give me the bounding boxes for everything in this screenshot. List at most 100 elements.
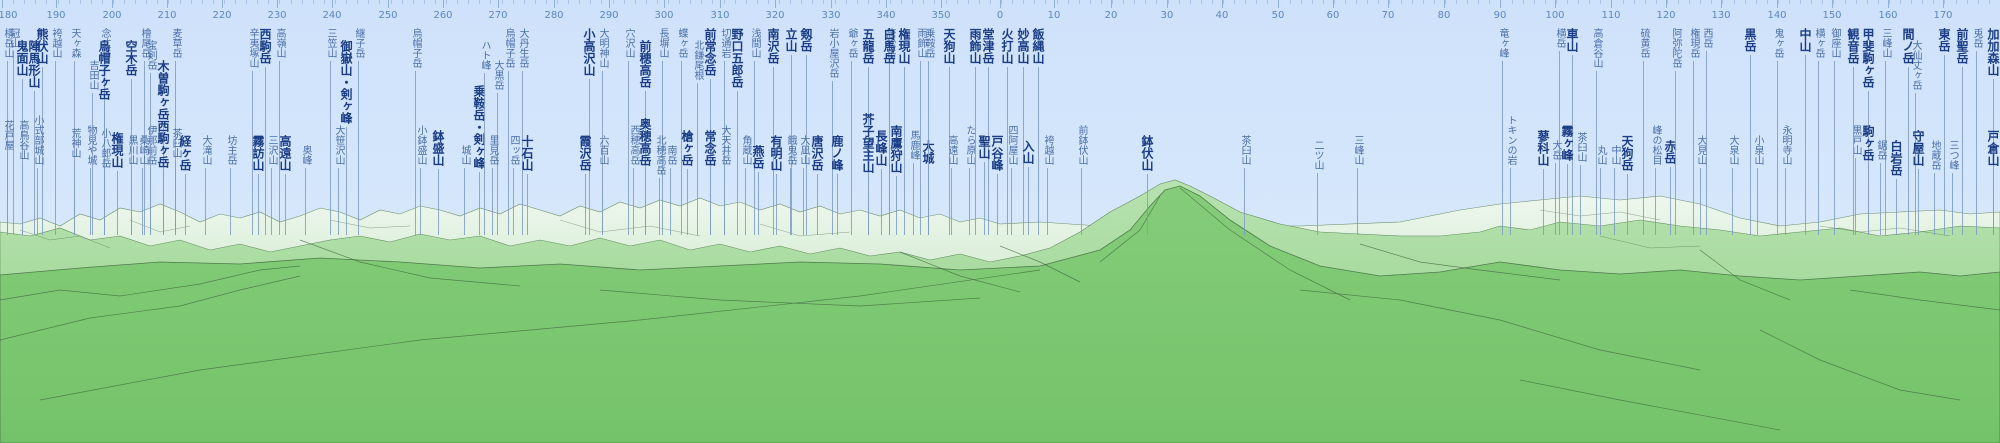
peak-name[interactable]: 辛夷塚山 (247, 28, 258, 68)
peak-label[interactable]: ハト峰 (479, 40, 490, 235)
peak-label[interactable]: 経ヶ岳 (178, 135, 192, 235)
peak-name[interactable]: 蝶ヶ岳 (676, 28, 687, 58)
peak-name[interactable]: 大仙丈ヶ岳 (1910, 40, 1921, 90)
peak-name[interactable]: 二ツ山 (1312, 140, 1323, 170)
peak-name[interactable]: 五龍岳 (861, 28, 875, 64)
peak-name[interactable]: 切通岩 (719, 28, 730, 58)
peak-name[interactable]: 大黒岳 (492, 60, 503, 90)
peak-name[interactable]: トキンの岩 (1505, 115, 1516, 165)
peak-name[interactable]: 高遠山 (278, 135, 292, 171)
peak-name[interactable]: 鬼面山 (15, 40, 29, 76)
peak-name[interactable]: 峰の松目 (1650, 125, 1661, 165)
peak-name[interactable]: 東岳 (1937, 28, 1951, 52)
peak-label[interactable]: 茶臼山 (170, 128, 181, 235)
peak-label[interactable]: 妙高山 (1016, 28, 1030, 235)
peak-name[interactable]: 高倉谷山 (1591, 28, 1602, 68)
peak-label[interactable]: 穴沢山 (623, 28, 634, 235)
peak-name[interactable]: 戸谷峰 (990, 135, 1004, 171)
peak-name[interactable]: 麦草岳 (170, 28, 181, 58)
peak-label[interactable]: 間ノ岳 (1901, 28, 1915, 235)
peak-name[interactable]: 横ヶ岳 (1813, 28, 1824, 58)
peak-label[interactable]: 横岳 (1554, 28, 1565, 235)
peak-label[interactable]: 鉢盛山 (431, 130, 445, 235)
peak-label[interactable]: 丸山 (1595, 145, 1606, 235)
peak-label[interactable]: 白岩岳 (1889, 140, 1903, 235)
peak-name[interactable]: 檜尾岳 (139, 28, 150, 58)
peak-label[interactable]: 黒戸山 (1850, 125, 1861, 235)
peak-label[interactable]: 高遠山 (278, 135, 292, 235)
peak-name[interactable]: 中山 (1798, 28, 1812, 52)
peak-name[interactable]: 霧ヶ峰 (1560, 125, 1574, 161)
peak-name[interactable]: 爺ヶ岳 (846, 28, 857, 58)
peak-label[interactable]: 鬼面山 (15, 40, 29, 235)
peak-label[interactable]: 雨飾山 (915, 28, 926, 235)
peak-name[interactable]: 三笠山 (325, 28, 336, 58)
peak-name[interactable]: ハト峰 (479, 40, 490, 70)
peak-name[interactable]: 入山 (1021, 140, 1035, 164)
peak-label[interactable]: 大笹沢山 (333, 125, 344, 235)
peak-label[interactable]: 奥穂高岳 (638, 118, 652, 235)
peak-name[interactable]: 大見山 (1695, 135, 1706, 165)
peak-name[interactable]: 火打山 (1000, 28, 1014, 64)
peak-name[interactable]: 継子岳 (353, 28, 364, 58)
peak-name[interactable]: 天ヶ森 (69, 28, 80, 58)
peak-label[interactable]: 唐沢岳 (810, 135, 824, 235)
peak-name[interactable]: 権現岳 (1688, 28, 1699, 58)
peak-name[interactable]: 丸山 (1595, 145, 1606, 165)
peak-label[interactable]: 里見岳 (487, 135, 498, 235)
peak-label[interactable]: 横岳山 (2, 28, 13, 235)
peak-label[interactable]: 小高沢山 (582, 28, 596, 235)
peak-name[interactable]: 妙高山 (1016, 28, 1030, 64)
peak-name[interactable]: 赤岳 (1663, 140, 1677, 164)
peak-label[interactable]: 常念岳 (703, 130, 717, 235)
peak-label[interactable]: 四ッ岳 (508, 135, 519, 235)
peak-name[interactable]: 天狗岳 (1620, 135, 1634, 171)
peak-label[interactable]: 兎岳 (1971, 28, 1982, 235)
peak-name[interactable]: 霧訪山 (251, 135, 265, 171)
peak-name[interactable]: 大明神山 (597, 28, 608, 68)
peak-name[interactable]: 霞沢岳 (578, 135, 592, 171)
peak-label[interactable]: 宝剣岳 (145, 40, 156, 235)
peak-name[interactable]: 伊那前岳 (145, 125, 156, 165)
peak-label[interactable]: 西駒ヶ岳 (156, 120, 170, 235)
peak-label[interactable]: 前鉢伏山 (1076, 125, 1087, 235)
peak-name[interactable]: 唐松岳 (884, 28, 895, 58)
peak-label[interactable]: 阿弥陀岳 (1670, 28, 1681, 235)
peak-label[interactable]: 赤岳 (1663, 140, 1677, 235)
peak-name[interactable]: 袴越山 (1042, 135, 1053, 165)
peak-name[interactable]: 桑崎山 (137, 135, 148, 165)
peak-label[interactable]: 長塀山 (657, 28, 668, 235)
peak-label[interactable]: 烏帽子ヶ岳 (97, 40, 111, 235)
peak-name[interactable]: 念丈岳 (99, 28, 110, 58)
peak-name[interactable]: 小八郎岳 (99, 128, 110, 168)
peak-label[interactable]: 霧訪山 (251, 135, 265, 235)
peak-name[interactable]: 黒川山 (126, 135, 137, 165)
peak-label[interactable]: 大岳 (1550, 140, 1561, 235)
peak-name[interactable]: 白馬岳 (882, 28, 896, 64)
peak-label[interactable]: 堂津岳 (981, 28, 995, 235)
peak-name[interactable]: 十石山 (520, 135, 534, 171)
peak-label[interactable]: 権現山 (897, 28, 911, 235)
peak-name[interactable]: 雨飾山 (968, 28, 982, 64)
peak-label[interactable]: 三沢山 (266, 135, 277, 235)
peak-label[interactable]: 大泉山 (1727, 135, 1738, 235)
peak-label[interactable]: 西岳 (1701, 28, 1712, 235)
peak-label[interactable]: 四阿屋山 (1006, 125, 1017, 235)
peak-label[interactable]: 切通岩 (719, 28, 730, 235)
peak-label[interactable]: 冠山 (8, 28, 19, 235)
peak-label[interactable]: 権現山 (110, 132, 124, 235)
peak-label[interactable]: 茶臼山 (1239, 135, 1250, 235)
peak-label[interactable]: 甲斐駒ヶ岳 (1861, 28, 1875, 235)
peak-name[interactable]: 大天井岳 (719, 125, 730, 165)
peak-name[interactable]: 木曽駒ヶ岳 (156, 60, 170, 120)
peak-label[interactable]: 烏帽子岳 (503, 28, 514, 235)
peak-name[interactable]: 駒ヶ岳 (1861, 125, 1875, 161)
peak-label[interactable]: 高倉谷山 (1591, 28, 1602, 235)
peak-label[interactable]: 永明寺山 (1780, 125, 1791, 235)
peak-label[interactable]: 聖山 (977, 135, 991, 235)
peak-name[interactable]: 奥峰 (300, 145, 311, 165)
peak-name[interactable]: 硫黄岳 (1638, 28, 1649, 58)
peak-label[interactable]: 二ツ山 (1312, 140, 1323, 235)
peak-label[interactable]: 五龍岳 (861, 28, 875, 235)
peak-name[interactable]: 馬鹿峰 (908, 130, 919, 160)
